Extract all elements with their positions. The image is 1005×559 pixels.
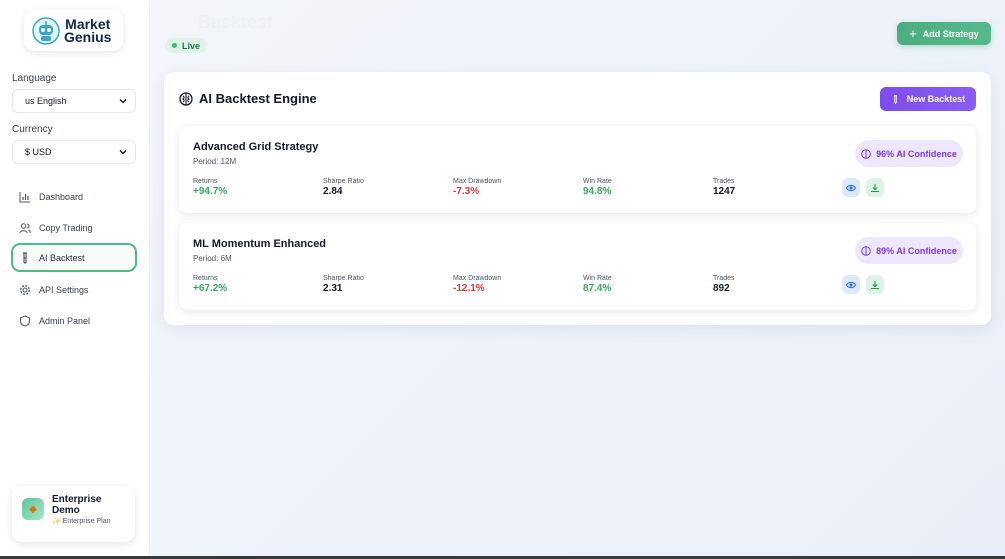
brain-icon (861, 148, 871, 159)
users-icon (19, 222, 31, 233)
metric-label: Max Drawdown (453, 275, 502, 282)
metric-value: 1247 (713, 186, 736, 197)
confidence-badge: 96% AI Confidence (855, 140, 963, 167)
sidebar-item-label: Admin Panel (39, 315, 91, 326)
chevron-down-icon (119, 150, 127, 155)
confidence-text: 96% AI Confidence (876, 148, 957, 159)
metric-label: Trades (713, 275, 735, 282)
metric-returns: Returns +67.2% (193, 275, 227, 294)
strategy-name: Advanced Grid Strategy (193, 141, 319, 153)
metric-value: +67.2% (193, 283, 228, 294)
metric-drawdown: Max Drawdown -12.1% (453, 275, 501, 294)
eye-icon (846, 281, 856, 288)
confidence-badge: 89% AI Confidence (855, 237, 963, 264)
panel-title-text: AI Backtest Engine (199, 91, 317, 106)
currency-label: Currency (12, 124, 53, 135)
currency-select[interactable]: $ USD (12, 140, 136, 164)
page-title: Backtest (198, 12, 274, 32)
language-label: Language (12, 73, 57, 84)
backtest-panel: AI Backtest Engine New Backtest Advanced… (164, 72, 991, 325)
chevron-down-icon (119, 99, 127, 104)
metric-value: -7.3% (453, 186, 480, 197)
brand-line2: Genius (64, 28, 112, 45)
strategy-card[interactable]: ML Momentum Enhanced Period: 6M 89% AI C… (179, 223, 976, 310)
plus-icon: + (909, 26, 917, 41)
metric-win-rate: Win Rate 94.8% (583, 178, 612, 197)
download-button[interactable] (866, 178, 884, 197)
user-name-line1: Enterprise (52, 494, 102, 505)
metric-sharpe: Sharpe Ratio 2.84 (323, 178, 364, 197)
view-button[interactable] (842, 275, 860, 294)
metric-trades: Trades 1247 (713, 178, 735, 197)
metric-value: 87.4% (583, 283, 612, 294)
add-strategy-button[interactable]: + Add Strategy (897, 22, 991, 45)
sidebar: Market Genius Language us English Curren… (0, 0, 150, 559)
metric-label: Returns (193, 178, 218, 185)
metric-label: Sharpe Ratio (323, 275, 364, 282)
metric-value: -12.1% (453, 283, 485, 294)
window-bottom-edge (0, 556, 1005, 559)
confidence-text: 89% AI Confidence (876, 245, 957, 256)
brand-line1: Market (65, 15, 111, 32)
metric-value: +94.7% (193, 186, 228, 197)
sidebar-item-label: API Settings (39, 284, 89, 295)
shield-icon (20, 314, 30, 327)
sidebar-item-copy-trading[interactable]: Copy Trading (11, 213, 137, 242)
metric-value: 892 (713, 283, 730, 294)
language-select[interactable]: us English (12, 89, 136, 113)
sidebar-item-admin-panel[interactable]: Admin Panel (11, 306, 137, 335)
download-button[interactable] (866, 275, 884, 294)
metric-sharpe: Sharpe Ratio 2.31 (323, 275, 364, 294)
download-icon (871, 183, 879, 192)
sidebar-item-label: AI Backtest (39, 252, 85, 263)
metric-win-rate: Win Rate 87.4% (583, 275, 612, 294)
metric-label: Returns (193, 275, 218, 282)
metric-value: 2.31 (323, 283, 343, 294)
sidebar-item-label: Dashboard (39, 191, 84, 202)
user-name-line2: Demo (52, 505, 80, 516)
add-strategy-label: Add Strategy (922, 28, 979, 39)
metric-label: Trades (713, 178, 735, 185)
metric-label: Win Rate (583, 275, 612, 282)
strategy-period: Period: 12M (193, 157, 237, 166)
sidebar-item-label: Copy Trading (39, 222, 93, 233)
new-backtest-label: New Backtest (906, 94, 966, 104)
brain-icon (179, 91, 193, 106)
status-badge: Live (165, 38, 208, 53)
strategy-name: ML Momentum Enhanced (193, 238, 327, 250)
metric-trades: Trades 892 (713, 275, 735, 294)
live-dot-icon (172, 43, 177, 48)
strategy-card[interactable]: Advanced Grid Strategy Period: 12M 96% A… (179, 126, 976, 213)
sidebar-item-ai-backtest[interactable]: AI Backtest (11, 243, 137, 272)
bar-chart-icon (19, 191, 30, 202)
test-tube-icon (893, 94, 897, 104)
robot-icon (32, 16, 60, 45)
sidebar-item-dashboard[interactable]: Dashboard (11, 182, 137, 211)
gear-icon (19, 284, 31, 295)
metric-drawdown: Max Drawdown -7.3% (453, 178, 501, 197)
brand-logo[interactable]: Market Genius (24, 10, 123, 51)
sidebar-item-api-settings[interactable]: API Settings (11, 275, 137, 304)
metric-label: Max Drawdown (453, 178, 502, 185)
metric-returns: Returns +94.7% (193, 178, 227, 197)
language-value: us English (25, 96, 67, 106)
metric-label: Sharpe Ratio (323, 178, 364, 185)
new-backtest-button[interactable]: New Backtest (880, 87, 976, 111)
metric-label: Win Rate (583, 178, 612, 185)
eye-icon (846, 184, 856, 191)
metric-value: 94.8% (583, 186, 612, 197)
status-text: Live (182, 40, 201, 51)
user-card[interactable]: ◆ Enterprise Demo ✨ Enterprise Plan (12, 486, 135, 542)
user-plan: ✨ Enterprise Plan (52, 518, 111, 525)
strategy-period: Period: 6M (193, 254, 232, 263)
view-button[interactable] (842, 178, 860, 197)
download-icon (871, 280, 879, 289)
currency-value: $ USD (25, 147, 52, 157)
main-content: Backtest Live + Add Strategy AI Backtest… (150, 0, 1005, 559)
brain-icon (861, 245, 871, 256)
test-tube-icon (23, 252, 27, 263)
avatar: ◆ (22, 498, 44, 520)
metric-value: 2.84 (323, 186, 343, 197)
